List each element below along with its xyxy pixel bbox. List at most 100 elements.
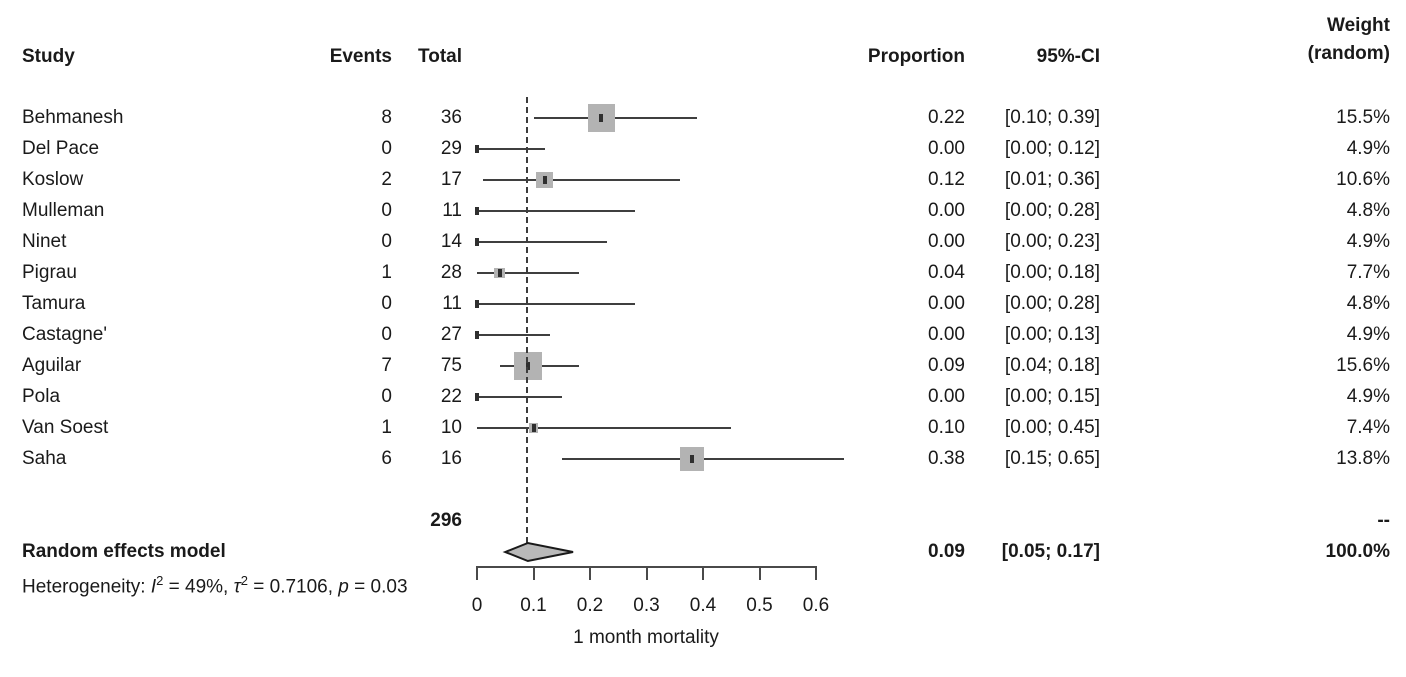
column-header-proportion: Proportion	[867, 46, 965, 67]
point-estimate-marker	[689, 455, 694, 463]
events-value: 6	[381, 448, 392, 469]
events-value: 0	[381, 200, 392, 221]
total-value: 28	[440, 262, 462, 283]
x-axis-tick	[532, 566, 535, 580]
weight-value: 4.9%	[1346, 324, 1390, 345]
proportion-value: 0.04	[928, 262, 965, 283]
weight-value: 4.8%	[1346, 293, 1390, 314]
het-prefix: Heterogeneity:	[22, 576, 151, 598]
total-value: 36	[440, 107, 462, 128]
weight-value: 4.8%	[1346, 200, 1390, 221]
events-value: 2	[381, 169, 392, 190]
point-estimate-marker	[475, 393, 479, 401]
point-estimate-marker	[475, 331, 479, 339]
events-value: 0	[381, 293, 392, 314]
het-tau-symbol: τ	[233, 576, 241, 598]
summary-ci: [0.05; 0.17]	[1001, 541, 1100, 562]
proportion-value: 0.00	[928, 386, 965, 407]
weight-value: 4.9%	[1346, 231, 1390, 252]
heterogeneity-text: Heterogeneity: I2 = 49%, τ2 = 0.7106, p …	[22, 569, 408, 597]
x-axis-tick	[702, 566, 704, 580]
point-estimate-marker	[475, 300, 479, 308]
ci-line	[477, 334, 551, 336]
study-name: Saha	[22, 448, 67, 469]
ci-value: [0.01; 0.36]	[1004, 169, 1100, 190]
column-header-study: Study	[22, 46, 75, 67]
het-i-sup: 2	[156, 573, 164, 588]
events-value: 8	[381, 107, 392, 128]
weight-value: 4.9%	[1346, 138, 1390, 159]
column-header-weight-line1: Weight	[1327, 15, 1390, 36]
x-axis-tick	[815, 566, 817, 580]
total-value: 75	[440, 355, 462, 376]
x-axis-tick-label: 0.6	[802, 595, 830, 616]
proportion-value: 0.00	[928, 138, 965, 159]
study-name: Van Soest	[22, 417, 109, 438]
total-value: 16	[440, 448, 462, 469]
ci-value: [0.00; 0.13]	[1004, 324, 1100, 345]
weight-value: 13.8%	[1336, 448, 1390, 469]
proportion-value: 0.00	[928, 293, 965, 314]
events-value: 0	[381, 231, 392, 252]
events-value: 1	[381, 262, 392, 283]
het-tau-sup: 2	[240, 573, 248, 588]
x-axis-tick-label: 0	[471, 595, 483, 616]
total-sum-value: 296	[430, 510, 462, 531]
x-axis-tick	[645, 566, 648, 580]
het-p-value: = 0.03	[348, 576, 408, 598]
proportion-value: 0.12	[928, 169, 965, 190]
x-axis-title: 1 month mortality	[573, 627, 719, 648]
ci-value: [0.00; 0.15]	[1004, 386, 1100, 407]
total-row-weight: --	[1377, 510, 1390, 531]
het-p-symbol: p	[338, 576, 349, 598]
proportion-value: 0.22	[928, 107, 965, 128]
proportion-value: 0.00	[928, 200, 965, 221]
ci-value: [0.04; 0.18]	[1004, 355, 1100, 376]
summary-proportion: 0.09	[928, 541, 965, 562]
x-axis-tick-label: 0.1	[520, 595, 547, 616]
ci-line	[482, 179, 681, 181]
weight-value: 7.7%	[1346, 262, 1390, 283]
point-estimate-marker	[531, 424, 536, 432]
point-estimate-marker	[475, 145, 479, 153]
ci-value: [0.00; 0.28]	[1004, 293, 1100, 314]
events-value: 0	[381, 324, 392, 345]
x-axis-tick-label: 0.3	[633, 595, 660, 616]
point-estimate-marker	[599, 114, 604, 122]
ci-value: [0.00; 0.45]	[1004, 417, 1100, 438]
ci-value: [0.00; 0.12]	[1004, 138, 1100, 159]
events-value: 0	[381, 138, 392, 159]
point-estimate-marker	[497, 269, 502, 277]
column-header-weight-line2: (random)	[1307, 43, 1390, 64]
proportion-value: 0.09	[928, 355, 965, 376]
total-value: 27	[440, 324, 462, 345]
weight-value: 15.6%	[1336, 355, 1390, 376]
ci-line	[477, 396, 562, 398]
het-i-value: = 49%,	[163, 576, 234, 598]
study-name: Ninet	[22, 231, 67, 252]
point-estimate-marker	[542, 176, 547, 184]
weight-value: 7.4%	[1346, 417, 1390, 438]
total-value: 29	[440, 138, 462, 159]
x-axis-tick-label: 0.5	[746, 595, 773, 616]
study-name: Pola	[22, 386, 61, 407]
study-name: Koslow	[22, 169, 84, 190]
ci-line	[477, 303, 636, 305]
weight-value: 15.5%	[1336, 107, 1390, 128]
ci-value: [0.00; 0.23]	[1004, 231, 1100, 252]
events-value: 7	[381, 355, 392, 376]
study-name: Behmanesh	[22, 107, 124, 128]
total-value: 17	[440, 169, 462, 190]
column-header-events: Events	[329, 46, 392, 67]
het-i-symbol: I	[150, 576, 157, 598]
ci-line	[477, 427, 732, 429]
point-estimate-marker	[475, 238, 479, 246]
study-name: Tamura	[22, 293, 86, 314]
ci-value: [0.00; 0.28]	[1004, 200, 1100, 221]
total-value: 14	[440, 231, 462, 252]
summary-label: Random effects model	[22, 541, 226, 562]
x-axis-tick	[758, 566, 761, 580]
events-value: 0	[381, 386, 392, 407]
weight-value: 4.9%	[1346, 386, 1390, 407]
study-name: Pigrau	[22, 262, 77, 283]
